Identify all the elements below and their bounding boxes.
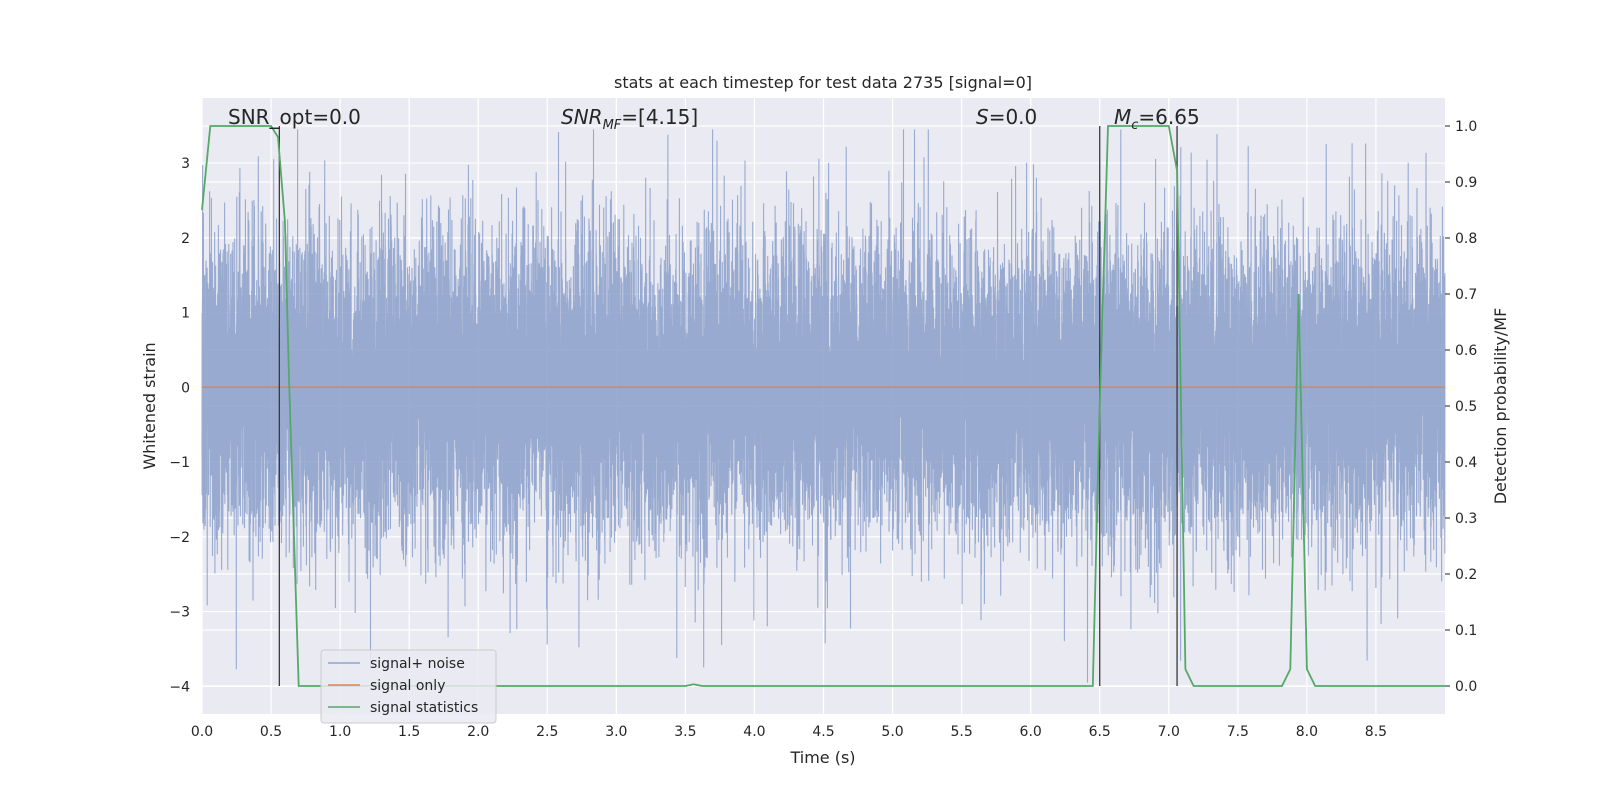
y-right-tick-label: 0.6 [1455, 343, 1477, 359]
noise-trace-group [201, 129, 1446, 683]
annotation-mc: Mc=6.65 [1114, 105, 1200, 133]
y-right-tick-label: 0.3 [1455, 511, 1477, 527]
legend-label-noise: signal+ noise [370, 656, 465, 672]
x-tick-label: 2.0 [467, 724, 489, 740]
x-tick-label: 1.5 [398, 724, 420, 740]
x-tick-label: 8.0 [1296, 724, 1318, 740]
x-tick-label: 8.5 [1365, 724, 1387, 740]
x-tick-label: 2.5 [536, 724, 558, 740]
y-left-tick-label: 3 [181, 156, 190, 172]
annotation-snr-opt: SNR_opt=0.0 [228, 105, 361, 129]
x-tick-label: 7.5 [1227, 724, 1249, 740]
legend: signal+ noise signal only signal statist… [320, 649, 497, 724]
y-right-tick-label: 0.8 [1455, 231, 1477, 247]
y-left-tick-label: 1 [181, 306, 190, 322]
y-right-tick-label: 0.0 [1455, 679, 1477, 695]
x-tick-label: 4.0 [743, 724, 765, 740]
legend-label-signal-only: signal only [370, 678, 445, 694]
x-tick-label: 4.5 [812, 724, 834, 740]
y-right-tick-label: 0.7 [1455, 287, 1477, 303]
series-signal-noise-line [201, 129, 1446, 683]
annotation-snr-mf: SNRMF=[4.15] [561, 105, 698, 133]
x-tick-label: 0.5 [260, 724, 282, 740]
y-left-tick-label: −4 [169, 679, 190, 695]
series-signal-statistics-line [201, 125, 1445, 687]
annotation-s: S=0.0 [976, 105, 1037, 129]
y-right-tick-label: 1.0 [1455, 119, 1477, 135]
x-tick-label: 7.0 [1158, 724, 1180, 740]
chart-title: stats at each timestep for test data 273… [614, 73, 1032, 92]
y-right-tick-label: 0.5 [1455, 399, 1477, 415]
y-right-tick-label: 0.2 [1455, 567, 1477, 583]
y-left-tick-label: −2 [169, 530, 190, 546]
y-right-tick-label: 0.9 [1455, 175, 1477, 191]
y-right-axis-label: Detection probability/MF [1491, 308, 1510, 505]
x-tick-label: 1.0 [329, 724, 351, 740]
x-tick-label: 3.5 [674, 724, 696, 740]
x-tick-label: 6.5 [1089, 724, 1111, 740]
x-tick-label: 6.0 [1020, 724, 1042, 740]
legend-box [320, 649, 497, 724]
x-tick-label: 3.0 [605, 724, 627, 740]
y-right-tick-label: 0.4 [1455, 455, 1477, 471]
y-left-tick-label: −3 [169, 605, 190, 621]
y-left-tick-label: 2 [181, 231, 190, 247]
y-right-tick-label: 0.1 [1455, 623, 1477, 639]
x-tick-label: 5.5 [950, 724, 972, 740]
signal-statistics-group [201, 125, 1445, 687]
x-tick-label: 0.0 [191, 724, 213, 740]
legend-label-signal-statistics: signal statistics [370, 700, 478, 716]
y-right-axis-ticks: 1.0 0.9 0.8 0.7 0.6 0.5 0.4 0.3 0.2 0.1 0.0 [1445, 119, 1477, 695]
y-left-tick-label: −1 [169, 455, 190, 471]
y-left-tick-label: 0 [181, 380, 190, 396]
x-axis-label: Time (s) [789, 748, 855, 767]
x-axis-ticks: 0.0 0.5 1.0 1.5 2.0 2.5 3.0 3.5 4.0 4.5 5.0 5.5 6.0 6… [191, 724, 1387, 740]
y-left-axis-ticks: 3 2 1 0 −1 −2 −3 −4 [169, 156, 190, 695]
y-left-axis-label: Whitened strain [140, 342, 159, 469]
x-tick-label: 5.0 [881, 724, 903, 740]
